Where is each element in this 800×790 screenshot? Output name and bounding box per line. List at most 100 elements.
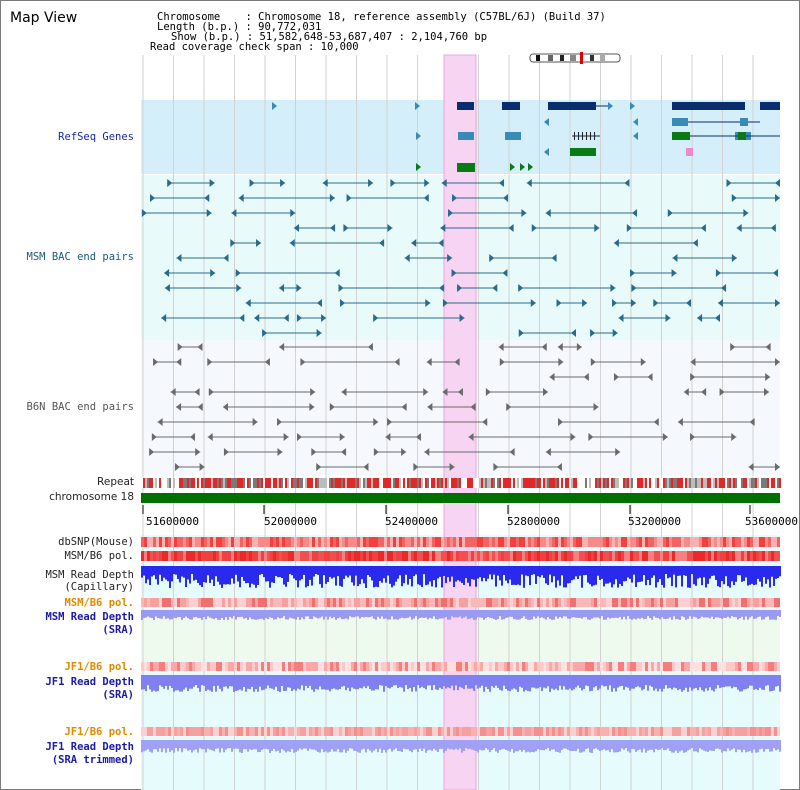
msm-depth-capillary-bar <box>421 566 423 588</box>
msm-b6-pol-sra-strip <box>564 598 567 607</box>
msm-depth-capillary-bar <box>229 566 231 585</box>
msm-depth-capillary-bar <box>699 566 701 578</box>
jf1-b6-pol-trim-strip <box>207 727 210 736</box>
bac-end-marker <box>373 448 379 456</box>
bac-end-marker <box>489 254 495 262</box>
repeat-segment <box>663 478 665 488</box>
bac-end-marker <box>339 433 345 441</box>
jf1-depth-sra-bar <box>353 675 355 689</box>
repeat-segment <box>177 478 179 488</box>
repeat-segment <box>433 478 435 488</box>
msm-depth-sra-bar <box>589 610 591 620</box>
msm-depth-sra-bar <box>251 610 253 620</box>
jf1-b6-pol-trim-strip <box>687 727 690 736</box>
jf1-depth-sra-bar <box>425 675 427 690</box>
bac-end-marker <box>167 179 173 187</box>
jf1-b6-pol-trim-strip <box>738 727 741 736</box>
msm-b6-pol-strip <box>549 551 552 561</box>
msm-b6-pol-sra-strip <box>243 598 246 607</box>
jf1-b6-pol-trim-strip <box>501 727 504 736</box>
repeat-segment <box>523 478 525 488</box>
dbsnp-strip <box>612 537 615 547</box>
jf1-b6-pol-strip <box>255 662 258 671</box>
jf1-depth-sra-bar <box>541 675 543 691</box>
bac-end-marker <box>672 254 678 262</box>
jf1-depth-sra-bar <box>713 675 715 692</box>
bac-end-marker <box>343 224 349 232</box>
jf1-depth-trim-bar <box>737 740 739 750</box>
dbsnp-strip <box>768 537 771 547</box>
jf1-b6-pol-strip <box>501 662 504 671</box>
msm-depth-sra-bar <box>533 610 535 617</box>
repeat-segment <box>257 478 259 488</box>
repeat-segment <box>295 478 297 488</box>
bac-end-marker <box>665 314 671 322</box>
jf1-depth-trim-bar <box>443 740 445 753</box>
msm-depth-sra-bar <box>599 610 601 619</box>
jf1-b6-pol-strip <box>333 662 336 671</box>
msm-b6-pol-strip <box>474 551 477 561</box>
bac-end-marker <box>210 269 216 277</box>
msm-depth-capillary-bar <box>437 566 439 579</box>
jf1-depth-sra-bar <box>755 675 757 689</box>
bac-end-marker <box>531 224 537 232</box>
msm-depth-capillary-bar <box>709 566 711 579</box>
jf1-depth-sra-bar <box>769 675 771 692</box>
msm-depth-capillary-bar <box>435 566 437 588</box>
jf1-depth-trim-bar <box>433 740 435 749</box>
repeat-segment <box>369 478 371 488</box>
msm-depth-capillary-bar <box>431 566 433 587</box>
jf1-b6-pol-trim-strip <box>624 727 627 736</box>
jf1-b6-pol-trim-strip <box>429 727 432 736</box>
dbsnp-strip <box>162 537 165 547</box>
msm-b6-pol-strip <box>696 551 699 561</box>
dbsnp-strip <box>624 537 627 547</box>
jf1-depth-trim-bar <box>721 740 723 753</box>
jf1-depth-trim-bar <box>523 740 525 750</box>
jf1-b6-pol-trim-strip <box>213 727 216 736</box>
jf1-b6-pol-trim-strip <box>438 727 441 736</box>
msm-depth-sra-bar <box>739 610 741 619</box>
repeat-segment <box>751 478 753 488</box>
jf1-b6-pol-strip <box>177 662 180 671</box>
msm-b6-pol-sra-strip <box>159 598 162 607</box>
jf1-b6-pol-strip <box>243 662 246 671</box>
msm-depth-capillary-bar <box>253 566 255 585</box>
label-jf1-depth-sra-1: JF1 Read Depth <box>45 676 134 688</box>
msm-depth-capillary-bar <box>659 566 661 580</box>
msm-depth-sra-bar <box>677 610 679 620</box>
jf1-depth-sra-bar <box>707 675 709 691</box>
jf1-b6-pol-trim-strip <box>645 727 648 736</box>
msm-depth-capillary-bar <box>541 566 543 576</box>
jf1-depth-sra-bar <box>481 675 483 686</box>
jf1-depth-sra-bar <box>497 675 499 688</box>
msm-depth-capillary-bar <box>727 566 729 587</box>
repeat-segment <box>417 478 419 488</box>
msm-b6-pol-strip <box>348 551 351 561</box>
msm-b6-pol-strip <box>360 551 363 561</box>
msm-depth-sra-bar <box>215 610 217 618</box>
dbsnp-strip <box>336 537 339 547</box>
dbsnp-strip <box>186 537 189 547</box>
bac-end-marker <box>363 463 369 471</box>
msm-depth-sra-bar <box>153 610 155 620</box>
dbsnp-strip <box>771 537 774 547</box>
ideogram-band <box>600 55 605 61</box>
bac-end-marker <box>373 418 379 426</box>
jf1-depth-sra-bar <box>677 675 679 691</box>
msm-depth-sra-bar <box>345 610 347 619</box>
msm-depth-capillary-bar <box>341 566 343 587</box>
msm-depth-sra-bar <box>501 610 503 620</box>
jf1-b6-pol-strip <box>702 662 705 671</box>
dbsnp-strip <box>282 537 285 547</box>
dbsnp-strip <box>393 537 396 547</box>
bac-end-marker <box>447 254 453 262</box>
msm-b6-pol-sra-strip <box>285 598 288 607</box>
dbsnp-strip <box>192 537 195 547</box>
jf1-b6-pol-strip <box>345 662 348 671</box>
msm-depth-sra-bar <box>143 610 145 618</box>
msm-b6-pol-sra-strip <box>534 598 537 607</box>
jf1-b6-pol-trim-strip <box>435 727 438 736</box>
jf1-b6-pol-trim-strip <box>444 727 447 736</box>
